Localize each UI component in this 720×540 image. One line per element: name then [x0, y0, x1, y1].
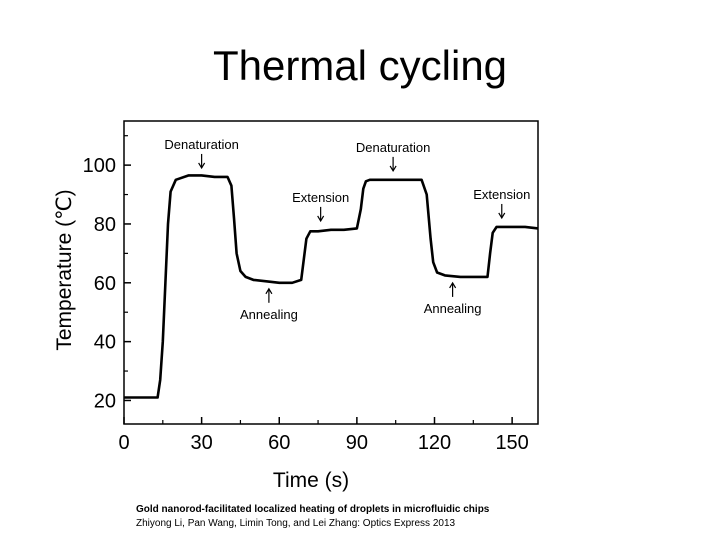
- annotation-arrowhead: [498, 212, 506, 220]
- annotation-label: Extension: [292, 190, 349, 205]
- plot-frame: [123, 120, 539, 425]
- x-tick-label: 60: [268, 432, 290, 454]
- annotations: Denaturation Annealing Extension Denaturati…: [164, 137, 530, 322]
- caption-title: Gold nanorod-facilitated localized heati…: [136, 504, 490, 515]
- x-axis-label: Time (s): [273, 469, 349, 492]
- y-tick-label: 20: [94, 390, 116, 412]
- y-tick-label: 40: [94, 332, 116, 354]
- tick-marks: [123, 135, 513, 424]
- x-tick-label: 150: [495, 432, 528, 454]
- y-tick-label: 60: [94, 273, 116, 295]
- annotation-annealing: Annealing: [424, 281, 482, 316]
- x-tick-label: 30: [191, 432, 213, 454]
- annotation-label: Extension: [473, 187, 530, 202]
- x-tick-label: 120: [418, 432, 451, 454]
- temperature-line: [124, 174, 539, 399]
- annotation-label: Denaturation: [356, 140, 430, 155]
- slide-title: Thermal cycling: [212, 42, 508, 89]
- annotation-denaturation: Denaturation: [164, 137, 239, 170]
- tick-labels: 0 30 60 90 120 150 20 40 60 80 100: [83, 155, 529, 454]
- annotation-arrowhead: [389, 165, 397, 173]
- annotation-arrowhead: [317, 215, 325, 223]
- caption-authors: Zhiyong Li, Pan Wang, Limin Tong, and Le…: [136, 518, 456, 529]
- annotation-arrowhead: [198, 162, 206, 170]
- y-tick-label: 100: [83, 155, 116, 177]
- annotation-annealing: Annealing: [240, 287, 298, 322]
- annotation-extension: Extension: [473, 187, 530, 220]
- annotation-extension: Extension: [292, 190, 349, 223]
- y-axis-label: Temperature (℃): [53, 189, 76, 350]
- y-tick-label: 80: [94, 214, 116, 236]
- x-tick-label: 0: [118, 432, 129, 454]
- annotation-label: Annealing: [424, 301, 482, 316]
- annotation-arrowhead: [265, 287, 273, 295]
- annotation-denaturation: Denaturation: [356, 140, 430, 173]
- annotation-label: Denaturation: [164, 137, 238, 152]
- annotation-label: Annealing: [240, 307, 298, 322]
- x-tick-label: 90: [346, 432, 368, 454]
- annotation-arrowhead: [449, 281, 457, 289]
